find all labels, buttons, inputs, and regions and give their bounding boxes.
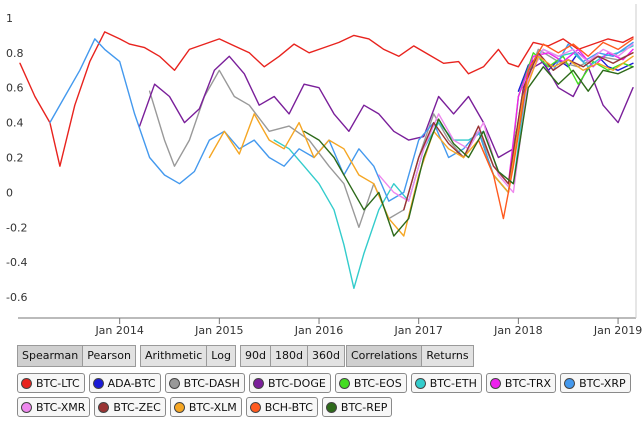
legend-item[interactable]: BTC-LTC bbox=[17, 373, 85, 393]
legend-swatch bbox=[92, 377, 104, 389]
legend-label: BTC-LTC bbox=[36, 376, 80, 390]
series-line-btc-ltc bbox=[19, 31, 634, 167]
legend-label: BTC-ETH bbox=[429, 376, 477, 390]
x-tick-label: Jan 2014 bbox=[94, 324, 143, 337]
x-tick-label: Jan 2015 bbox=[194, 324, 243, 337]
plot-frame bbox=[18, 4, 637, 319]
series-layer bbox=[19, 31, 634, 289]
legend-label: BTC-TRX bbox=[504, 376, 552, 390]
y-axis: 1 0.8 0.6 0.4 0.2 0 -0.2 -0.4 -0.6 bbox=[6, 12, 27, 304]
correlations-button[interactable]: Correlations bbox=[347, 346, 423, 366]
y-tick-label: -0.2 bbox=[6, 221, 27, 234]
legend-swatch bbox=[249, 401, 261, 413]
legend-swatch bbox=[325, 401, 337, 413]
y-tick-label: 0 bbox=[6, 186, 13, 199]
legend-swatch bbox=[168, 377, 180, 389]
y-tick-label: 0.6 bbox=[6, 82, 24, 95]
legend-swatch bbox=[173, 401, 185, 413]
x-tick-label: Jan 2018 bbox=[493, 324, 542, 337]
arithmetic-button[interactable]: Arithmetic bbox=[141, 346, 208, 366]
legend-item[interactable]: BTC-EOS bbox=[334, 373, 407, 393]
legend-label: BTC-DASH bbox=[183, 376, 240, 390]
series-line-btc-zec bbox=[403, 52, 634, 211]
legend-label: BCH-BTC bbox=[264, 400, 313, 414]
x-tick-label: Jan 2019 bbox=[593, 324, 642, 337]
legend-swatch bbox=[564, 377, 576, 389]
legend-item[interactable]: BTC-TRX bbox=[485, 373, 557, 393]
correlation-chart: 10.80.60.40.20-0.2-0.4-0.6 Jan 2014 Jan 2… bbox=[6, 4, 642, 337]
legend-item[interactable]: BTC-ETH bbox=[410, 373, 482, 393]
y-tick-label: 0.4 bbox=[6, 117, 24, 130]
legend-swatch bbox=[489, 377, 501, 389]
window-180d-button[interactable]: 180d bbox=[270, 346, 308, 366]
legend-label: ADA-BTC bbox=[107, 376, 156, 390]
legend-label: BTC-REP bbox=[340, 400, 388, 414]
legend-label: BTC-XRP bbox=[579, 376, 626, 390]
x-axis: Jan 2014 Jan 2015 Jan 2016 Jan 2017 Jan 2018… bbox=[94, 318, 642, 337]
legend-label: BTC-XLM bbox=[188, 400, 237, 414]
legend-swatch bbox=[98, 401, 110, 413]
legend-item[interactable]: BTC-ZEC bbox=[94, 397, 166, 417]
legend-item[interactable]: ADA-BTC bbox=[88, 373, 161, 393]
y-tick-label: -0.6 bbox=[6, 291, 27, 304]
legend-swatch bbox=[252, 377, 264, 389]
log-button[interactable]: Log bbox=[207, 346, 235, 366]
series-line-btc-xmr bbox=[378, 43, 634, 202]
series-line-btc-doge bbox=[138, 55, 634, 159]
legend-item[interactable]: BCH-BTC bbox=[245, 397, 318, 417]
legend-label: BTC-EOS bbox=[353, 376, 402, 390]
series-line-btc-eos bbox=[477, 52, 634, 194]
legend-item[interactable]: BTC-DASH bbox=[164, 373, 245, 393]
legend-swatch bbox=[414, 377, 426, 389]
legend-item[interactable]: BTC-DOGE bbox=[248, 373, 331, 393]
series-line-btc-rep bbox=[303, 66, 634, 237]
legend-item[interactable]: BTC-XMR bbox=[17, 397, 91, 417]
view-toggle: Correlations Returns bbox=[346, 345, 474, 367]
y-tick-label: 0.2 bbox=[6, 152, 24, 165]
legend-item[interactable]: BTC-XRP bbox=[560, 373, 631, 393]
series-line-bch-btc bbox=[477, 38, 634, 220]
legend-label: BTC-ZEC bbox=[113, 400, 161, 414]
legend-item[interactable]: BTC-XLM bbox=[169, 397, 242, 417]
window-90d-button[interactable]: 90d bbox=[241, 346, 271, 366]
legend-row-1: BTC-LTC ADA-BTC BTC-DASH BTC-DOGE BTC-EO… bbox=[17, 373, 631, 393]
x-tick-label: Jan 2017 bbox=[393, 324, 442, 337]
window-toggle: 90d 180d 360d bbox=[240, 345, 345, 367]
legend-swatch bbox=[338, 377, 350, 389]
legend-row-2: BTC-XMR BTC-ZEC BTC-XLM BCH-BTC BTC-REP bbox=[17, 397, 393, 417]
series-line-btc-xlm bbox=[208, 55, 634, 237]
legend-swatch bbox=[21, 377, 32, 389]
series-line-btc-trx bbox=[507, 48, 634, 185]
y-tick-label: -0.4 bbox=[6, 256, 27, 269]
legend-item[interactable]: BTC-REP bbox=[321, 397, 393, 417]
y-tick-label: 1 bbox=[6, 12, 13, 25]
legend-label: BTC-DOGE bbox=[267, 376, 326, 390]
method-toggle: Spearman Pearson bbox=[17, 345, 136, 367]
pearson-button[interactable]: Pearson bbox=[83, 346, 135, 366]
series-line-btc-xrp bbox=[49, 38, 634, 202]
legend-swatch bbox=[21, 401, 32, 413]
window-360d-button[interactable]: 360d bbox=[307, 346, 344, 366]
returns-button[interactable]: Returns bbox=[422, 346, 473, 366]
y-tick-label: 0.8 bbox=[6, 47, 24, 60]
scale-toggle: Arithmetic Log bbox=[140, 345, 236, 367]
series-line-btc-dash bbox=[148, 48, 634, 229]
legend-label: BTC-XMR bbox=[36, 400, 86, 414]
x-tick-label: Jan 2016 bbox=[294, 324, 343, 337]
spearman-button[interactable]: Spearman bbox=[18, 346, 84, 366]
